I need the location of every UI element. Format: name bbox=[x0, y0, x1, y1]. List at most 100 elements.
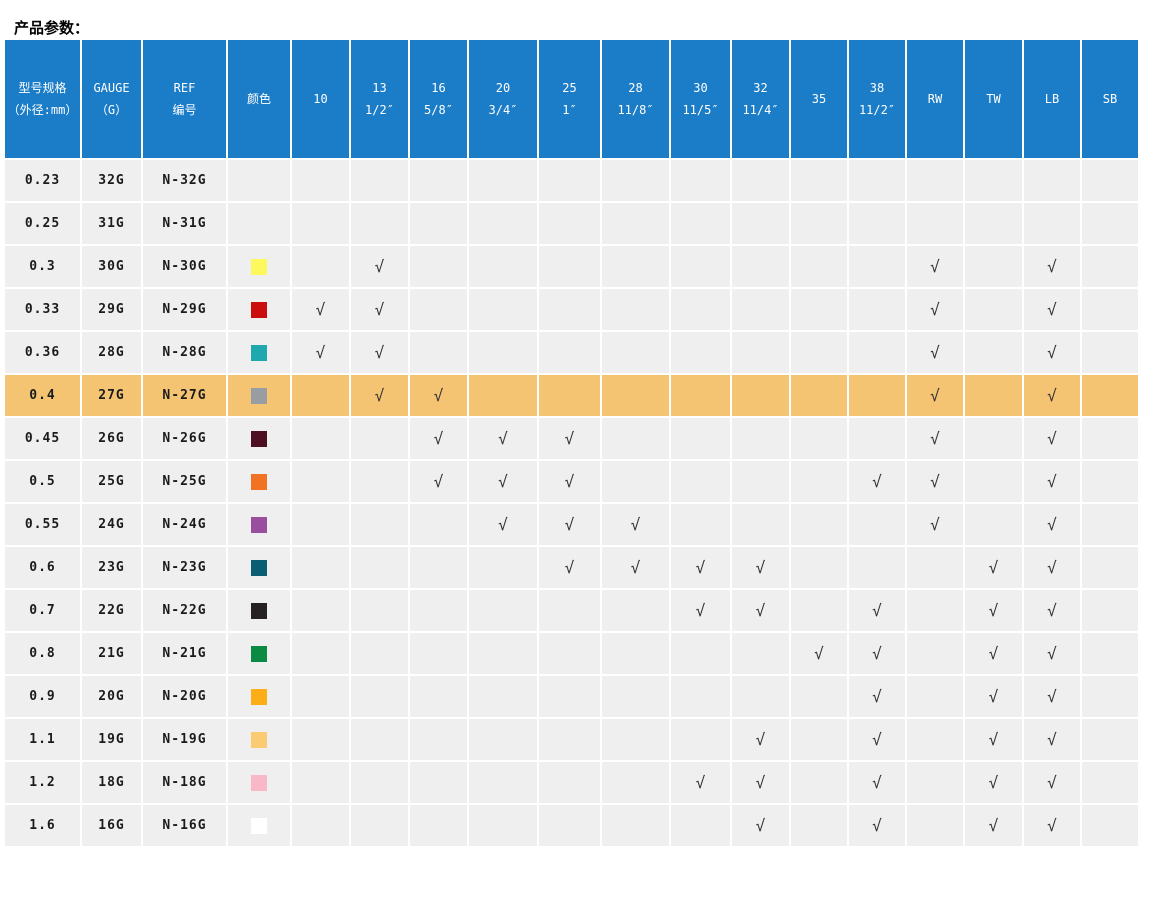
column-header-size: 型号规格 （外径:mm） bbox=[5, 40, 80, 158]
check-cell-c20 bbox=[469, 246, 537, 287]
color-swatch bbox=[251, 258, 267, 275]
color-cell bbox=[228, 203, 290, 244]
check-cell-c20 bbox=[469, 719, 537, 760]
check-cell-c16 bbox=[410, 203, 467, 244]
check-cell-c10: √ bbox=[292, 332, 349, 373]
check-cell-c16: √ bbox=[410, 375, 467, 416]
page-title: 产品参数： bbox=[14, 19, 90, 37]
gauge-cell: 30G bbox=[82, 246, 141, 287]
check-mark: √ bbox=[1047, 644, 1057, 663]
check-cell-c38 bbox=[849, 375, 905, 416]
table-row: 0.6 23G N-23G √ √ √ √ √ √ bbox=[5, 547, 1138, 588]
check-cell-c16 bbox=[410, 160, 467, 201]
check-cell-c38 bbox=[849, 203, 905, 244]
check-cell-c38: √ bbox=[849, 805, 905, 846]
ref-cell: N-26G bbox=[143, 418, 226, 459]
check-cell-c10 bbox=[292, 633, 349, 674]
check-cell-c30 bbox=[671, 160, 730, 201]
column-header-line: 32 bbox=[753, 81, 768, 95]
check-cell-c32 bbox=[732, 332, 789, 373]
check-cell-c32: √ bbox=[732, 590, 789, 631]
check-cell-c13 bbox=[351, 504, 408, 545]
check-cell-c28 bbox=[602, 246, 669, 287]
color-cell bbox=[228, 418, 290, 459]
check-cell-c32: √ bbox=[732, 762, 789, 803]
ref-cell: N-19G bbox=[143, 719, 226, 760]
table-row: 1.2 18G N-18G √ √ √ √ √ bbox=[5, 762, 1138, 803]
check-cell-c28 bbox=[602, 203, 669, 244]
check-mark: √ bbox=[1047, 386, 1057, 405]
column-header-line: 11/4″ bbox=[742, 103, 779, 117]
check-cell-c38 bbox=[849, 547, 905, 588]
check-cell-c25 bbox=[539, 203, 600, 244]
check-mark: √ bbox=[1047, 343, 1057, 362]
check-mark: √ bbox=[872, 472, 882, 491]
check-cell-c35 bbox=[791, 332, 847, 373]
check-cell-c35 bbox=[791, 203, 847, 244]
check-mark: √ bbox=[374, 343, 385, 362]
check-cell-lb: √ bbox=[1024, 762, 1080, 803]
check-cell-c20 bbox=[469, 375, 537, 416]
check-cell-c28 bbox=[602, 633, 669, 674]
check-cell-lb: √ bbox=[1024, 289, 1080, 330]
check-mark: √ bbox=[872, 644, 882, 663]
check-mark: √ bbox=[755, 816, 766, 835]
gauge-cell: 24G bbox=[82, 504, 141, 545]
check-cell-tw: √ bbox=[965, 762, 1022, 803]
check-cell-c13 bbox=[351, 203, 408, 244]
color-cell bbox=[228, 504, 290, 545]
check-cell-lb: √ bbox=[1024, 246, 1080, 287]
check-cell-c16: √ bbox=[410, 461, 467, 502]
gauge-cell: 21G bbox=[82, 633, 141, 674]
check-mark: √ bbox=[930, 429, 940, 448]
table-row: 1.1 19G N-19G √ √ √ √ bbox=[5, 719, 1138, 760]
gauge-cell: 22G bbox=[82, 590, 141, 631]
check-cell-c25 bbox=[539, 676, 600, 717]
column-header-c16: 16 5/8″ bbox=[410, 40, 467, 158]
gauge-cell: 31G bbox=[82, 203, 141, 244]
check-cell-c20 bbox=[469, 547, 537, 588]
check-cell-c10 bbox=[292, 160, 349, 201]
color-swatch bbox=[251, 731, 267, 748]
check-cell-c20: √ bbox=[469, 461, 537, 502]
column-header-line: 5/8″ bbox=[424, 103, 453, 117]
color-swatch bbox=[251, 301, 267, 318]
color-swatch bbox=[251, 430, 267, 447]
check-mark: √ bbox=[755, 773, 766, 792]
check-cell-c30 bbox=[671, 203, 730, 244]
check-cell-rw: √ bbox=[907, 375, 963, 416]
check-cell-c32: √ bbox=[732, 805, 789, 846]
size-cell: 0.23 bbox=[5, 160, 80, 201]
gauge-cell: 19G bbox=[82, 719, 141, 760]
check-cell-c16 bbox=[410, 547, 467, 588]
check-cell-c20 bbox=[469, 160, 537, 201]
check-cell-tw: √ bbox=[965, 590, 1022, 631]
check-cell-c30 bbox=[671, 719, 730, 760]
color-cell bbox=[228, 590, 290, 631]
column-header-line: 25 bbox=[562, 81, 577, 95]
check-cell-c38 bbox=[849, 160, 905, 201]
color-cell bbox=[228, 289, 290, 330]
check-mark: √ bbox=[1047, 515, 1057, 534]
check-mark: √ bbox=[433, 386, 444, 405]
column-header-line: 1″ bbox=[562, 103, 577, 117]
check-cell-tw bbox=[965, 160, 1022, 201]
color-cell bbox=[228, 805, 290, 846]
table-row: 1.6 16G N-16G √ √ √ √ bbox=[5, 805, 1138, 846]
check-cell-sb bbox=[1082, 504, 1138, 545]
check-cell-rw: √ bbox=[907, 418, 963, 459]
check-cell-c38: √ bbox=[849, 762, 905, 803]
column-header-line: 13 bbox=[372, 81, 387, 95]
check-cell-tw bbox=[965, 418, 1022, 459]
check-cell-c13: √ bbox=[351, 375, 408, 416]
check-cell-c38: √ bbox=[849, 633, 905, 674]
ref-cell: N-31G bbox=[143, 203, 226, 244]
check-mark: √ bbox=[1047, 687, 1057, 706]
check-cell-c25: √ bbox=[539, 547, 600, 588]
check-cell-c30 bbox=[671, 805, 730, 846]
check-cell-c25 bbox=[539, 590, 600, 631]
check-cell-sb bbox=[1082, 719, 1138, 760]
check-mark: √ bbox=[374, 300, 385, 319]
check-cell-c20 bbox=[469, 289, 537, 330]
column-header-line: 编号 bbox=[172, 103, 197, 117]
